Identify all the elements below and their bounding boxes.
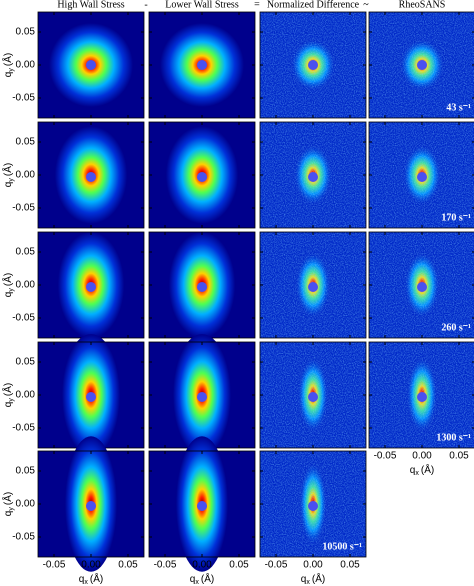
axis-subscript: y [8,178,15,182]
x-tick-label: 0.00 [192,560,212,571]
axis-label: qx (Å) [79,572,103,586]
x-tick-label: -0.05 [154,560,177,571]
axis-unit: (Å) [1,492,14,505]
axis-label: qx (Å) [301,572,325,586]
axis-symbol: q [301,574,307,585]
shear-rate-label: 10500 s⁻¹ [322,541,362,552]
shear-rate-label: 260 s⁻¹ [441,322,471,333]
y-tick-label: -0.05 [12,532,35,543]
axis-subscript: x [195,579,199,586]
beamstop [308,60,318,70]
shear-rate-label: 1300 s⁻¹ [436,432,471,443]
operator: = [254,0,260,10]
axis-symbol: q [3,72,14,78]
beamstop [197,501,207,511]
axis-unit: (Å) [1,53,14,66]
axis-subscript: y [8,68,15,72]
x-tick-label: 0.00 [303,560,323,571]
axis-subscript: x [306,579,310,586]
axis-label: qy (Å) [1,53,15,77]
axis-symbol: q [3,182,14,188]
x-tick-label: 0.00 [412,451,432,462]
x-tick-label: -0.05 [374,451,397,462]
column-header: Lower Wall Stress [165,0,239,10]
column-header: High Wall Stress [57,0,124,10]
beamstop [86,282,96,292]
x-tick-label: 0.00 [81,560,101,571]
beamstop [197,282,207,292]
y-tick-label: 0.05 [16,466,36,477]
axis-label: qy (Å) [1,383,15,407]
y-tick-label: 0.05 [16,27,36,38]
axis-subscript: y [8,288,15,292]
axis-subscript: x [415,470,419,477]
axis-symbol: q [79,574,85,585]
beamstop [197,392,207,402]
y-tick-label: -0.05 [12,203,35,214]
beamstop [308,172,318,182]
beamstop [417,392,427,402]
axis-subscript: y [8,507,15,511]
y-tick-label: 0.00 [16,499,36,510]
axis-unit: (Å) [90,572,103,585]
beamstop [197,60,207,70]
axis-symbol: q [3,511,14,517]
axis-unit: (Å) [421,463,434,476]
column-header: Normalized Difference [267,0,360,10]
beamstop [417,282,427,292]
axis-label: qx (Å) [410,463,434,477]
axis-symbol: q [3,402,14,408]
y-tick-label: 0.00 [16,60,36,71]
axis-unit: (Å) [312,572,325,585]
axis-symbol: q [410,465,416,476]
x-tick-label: -0.05 [43,560,66,571]
x-tick-label: 0.05 [449,451,469,462]
y-tick-label: 0.05 [16,357,36,368]
y-tick-label: 0.00 [16,390,36,401]
axis-subscript: y [8,398,15,402]
axis-label: qx (Å) [190,572,214,586]
operator: ~ [363,0,369,10]
axis-label: qy (Å) [1,163,15,187]
axis-unit: (Å) [1,383,14,396]
axis-unit: (Å) [201,572,214,585]
axis-label: qy (Å) [1,492,15,516]
x-tick-label: 0.05 [118,560,138,571]
y-tick-label: 0.00 [16,170,36,181]
beamstop [86,172,96,182]
x-tick-label: 0.05 [229,560,249,571]
axis-subscript: x [84,579,88,586]
y-tick-label: -0.05 [12,313,35,324]
axis-unit: (Å) [1,163,14,176]
shear-rate-label: 170 s⁻¹ [441,212,471,223]
beamstop [308,282,318,292]
shear-rate-label: 43 s⁻¹ [446,102,471,113]
beamstop [197,172,207,182]
y-tick-label: 0.05 [16,137,36,148]
axis-unit: (Å) [1,273,14,286]
operator: - [144,0,147,10]
x-tick-label: -0.05 [265,560,288,571]
beamstop [86,501,96,511]
x-tick-label: 0.05 [340,560,360,571]
y-tick-label: -0.05 [12,93,35,104]
beamstop [308,392,318,402]
y-tick-label: 0.05 [16,247,36,258]
beamstop [417,172,427,182]
beamstop [417,60,427,70]
beamstop [308,501,318,511]
y-tick-label: -0.05 [12,423,35,434]
axis-label: qy (Å) [1,273,15,297]
axis-symbol: q [190,574,196,585]
column-header: RheoSANS [399,0,446,10]
axis-symbol: q [3,292,14,298]
beamstop [86,392,96,402]
y-tick-label: 0.00 [16,280,36,291]
beamstop [86,60,96,70]
